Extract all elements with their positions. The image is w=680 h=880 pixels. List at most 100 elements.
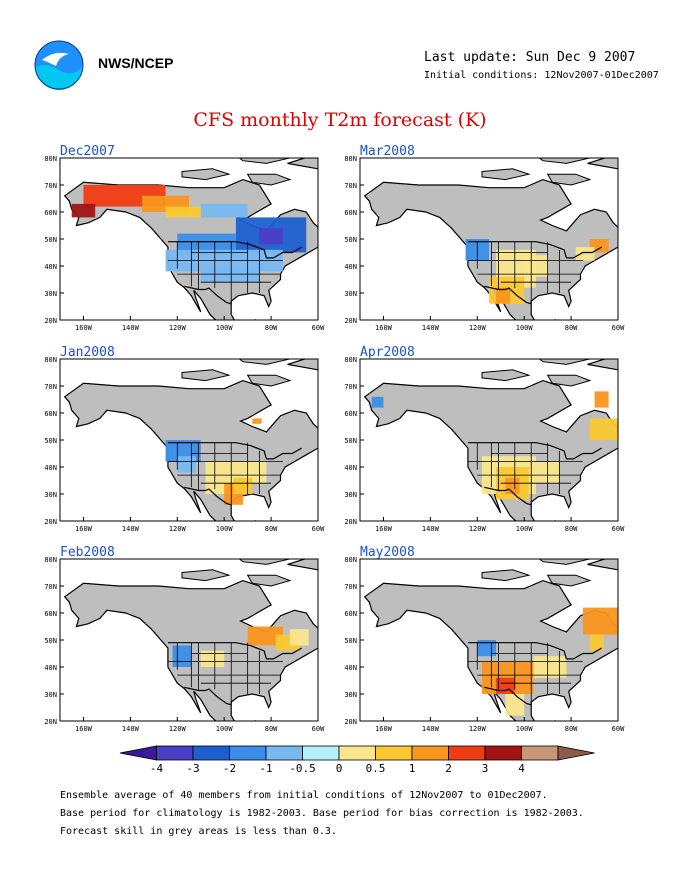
arctic-island <box>181 569 231 582</box>
map-area <box>360 158 618 320</box>
panel-title: Apr2008 <box>360 345 415 360</box>
x-tick-label: 60W <box>612 525 625 533</box>
arctic-island <box>481 569 531 582</box>
x-tick-label: 60W <box>612 324 625 332</box>
y-tick-label: 60N <box>44 209 57 217</box>
x-tick-label: 80W <box>565 725 578 733</box>
anomaly-region <box>247 626 283 646</box>
map-area <box>60 158 318 320</box>
anomaly-region <box>589 239 609 253</box>
colorbar-label: 0.5 <box>366 762 386 775</box>
x-tick-label: 140W <box>122 525 140 533</box>
x-tick-label: 100W <box>516 525 534 533</box>
anomaly-region <box>371 396 384 408</box>
anomaly-region <box>575 247 595 261</box>
arctic-island <box>481 168 531 181</box>
y-tick-label: 60N <box>44 610 57 618</box>
footer-line-3: Forecast skill in grey areas is less tha… <box>60 826 337 837</box>
arctic-island <box>238 158 292 164</box>
colorbar-swatch <box>411 745 449 761</box>
border-line <box>184 285 232 305</box>
y-tick-label: 40N <box>344 664 357 672</box>
y-tick-label: 30N <box>44 691 57 699</box>
anomaly-region <box>172 645 192 667</box>
map-area <box>60 559 318 721</box>
page-title: CFS monthly T2m forecast (K) <box>193 109 487 131</box>
border-line <box>467 241 602 259</box>
y-tick-label: 70N <box>344 383 357 391</box>
anomaly-region <box>589 634 604 651</box>
anomaly-region <box>233 477 253 494</box>
colorbar-swatch <box>521 745 559 761</box>
y-tick-label: 60N <box>344 410 357 418</box>
colorbar-swatch <box>375 745 413 761</box>
arctic-island <box>546 374 592 387</box>
x-tick-label: 160W <box>375 324 393 332</box>
colorbar-label: 1 <box>409 762 416 775</box>
anomaly-region <box>533 656 567 678</box>
arctic-island <box>238 559 292 565</box>
footer-line-1: Ensemble average of 40 members from init… <box>60 790 548 801</box>
x-tick-label: 160W <box>75 324 93 332</box>
arctic-island <box>246 574 292 587</box>
x-tick-label: 60W <box>312 324 325 332</box>
border-line <box>184 686 232 706</box>
x-tick-label: 60W <box>312 525 325 533</box>
y-tick-label: 40N <box>44 263 57 271</box>
map-panel-mar2008: Mar2008 20N 30N 40N 50N 60N 70N 80N 160W 140W 120W… <box>344 144 625 332</box>
colorbar-label: 2 <box>445 762 452 775</box>
x-tick-label: 140W <box>422 324 440 332</box>
x-tick-label: 80W <box>565 324 578 332</box>
x-tick-label: 120W <box>169 725 187 733</box>
colorbar-label: -1 <box>259 762 272 775</box>
y-tick-label: 20N <box>44 718 57 726</box>
colorbar-swatch <box>265 745 303 761</box>
x-tick-label: 80W <box>265 725 278 733</box>
border-line <box>484 686 532 706</box>
arctic-island <box>546 173 592 186</box>
border-line <box>484 285 532 305</box>
x-tick-label: 140W <box>422 525 440 533</box>
anomaly-region <box>524 255 548 277</box>
x-tick-label: 140W <box>122 725 140 733</box>
colorbar-swatch <box>484 745 522 761</box>
y-tick-label: 50N <box>344 236 357 244</box>
y-tick-label: 50N <box>44 637 57 645</box>
y-tick-label: 40N <box>344 263 357 271</box>
y-tick-label: 70N <box>44 383 57 391</box>
colorbar-swatch <box>229 745 267 761</box>
x-tick-label: 120W <box>469 725 487 733</box>
arctic-island <box>546 574 592 587</box>
arctic-island <box>538 359 592 365</box>
anomaly-region <box>177 456 197 473</box>
y-tick-label: 30N <box>344 290 357 298</box>
y-tick-label: 30N <box>44 491 57 499</box>
colorbar-end-low <box>119 745 157 761</box>
organization-name: NWS/NCEP <box>98 55 174 71</box>
map-area <box>360 359 618 521</box>
colorbar-swatch <box>192 745 230 761</box>
x-tick-label: 60W <box>612 725 625 733</box>
initial-conditions-text: Initial conditions: 12Nov2007-01Dec2007 <box>424 70 659 81</box>
y-tick-label: 30N <box>44 290 57 298</box>
y-tick-label: 80N <box>44 556 57 564</box>
x-tick-label: 100W <box>516 324 534 332</box>
y-tick-label: 50N <box>44 236 57 244</box>
panel-title: Jan2008 <box>60 345 115 360</box>
y-tick-label: 60N <box>344 209 357 217</box>
arctic-island <box>181 369 231 382</box>
greenland <box>287 359 318 372</box>
arctic-island <box>538 559 592 565</box>
map-area <box>60 359 318 521</box>
last-update-text: Last update: Sun Dec 9 2007 <box>424 50 636 65</box>
y-tick-label: 80N <box>44 155 57 163</box>
x-tick-label: 160W <box>75 725 93 733</box>
colorbar: -4 -3 -2 -1 -0.5 0 0.5 1 2 3 4 <box>119 745 595 775</box>
y-tick-label: 50N <box>44 437 57 445</box>
x-tick-label: 160W <box>375 725 393 733</box>
greenland <box>287 158 318 171</box>
x-tick-label: 160W <box>375 525 393 533</box>
greenland <box>287 559 318 572</box>
border-line <box>167 241 302 259</box>
colorbar-swatch <box>156 745 194 761</box>
